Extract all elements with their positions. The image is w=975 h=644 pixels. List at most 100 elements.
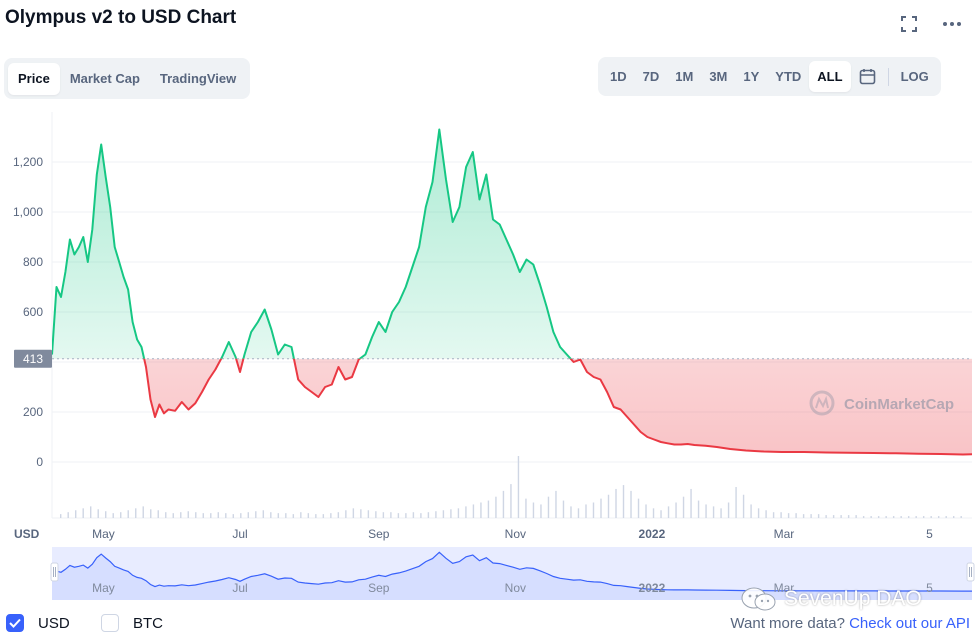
navigator-tick-label: Jul — [232, 581, 247, 595]
volume-bar — [390, 512, 392, 518]
volume-bar — [735, 487, 737, 518]
volume-bar — [225, 513, 227, 518]
volume-bar — [585, 504, 587, 518]
navigator-right-handle[interactable] — [966, 562, 975, 582]
volume-bar — [202, 513, 204, 518]
volume-bar — [817, 514, 820, 518]
volume-bar — [90, 506, 92, 518]
volume-bar — [337, 512, 340, 518]
volume-bar — [907, 516, 910, 518]
volume-bar — [345, 510, 347, 518]
more-horizontal-icon[interactable] — [940, 12, 964, 36]
range-ytd[interactable]: YTD — [775, 69, 802, 84]
range-3m[interactable]: 3M — [709, 69, 728, 84]
range-7d[interactable]: 7D — [642, 69, 660, 84]
volume-bar — [742, 494, 745, 518]
volume-bar — [877, 516, 880, 518]
volume-bar — [375, 511, 377, 518]
volume-bar — [157, 510, 159, 518]
volume-bar — [315, 514, 317, 518]
volume-bar — [577, 508, 580, 518]
volume-bar — [750, 504, 752, 518]
tab-price[interactable]: Price — [8, 62, 60, 95]
checkbox-empty-icon[interactable] — [101, 614, 119, 632]
price-line-down — [143, 358, 972, 456]
tab-tradingview[interactable]: TradingView — [159, 71, 237, 86]
navigator-tick-label: Nov — [505, 581, 526, 595]
range-all[interactable]: ALL — [809, 61, 851, 92]
area-above-baseline — [52, 129, 972, 359]
volume-bar — [667, 506, 670, 518]
volume-bar — [495, 496, 497, 518]
volume-bar — [322, 514, 325, 518]
volume-bar — [900, 516, 902, 518]
volume-bar — [862, 516, 865, 518]
y-tick-label: 600 — [23, 305, 43, 319]
volume-bar — [232, 514, 234, 518]
checkbox-checked-icon[interactable] — [6, 614, 24, 632]
range-1m[interactable]: 1M — [675, 69, 694, 84]
tab-market-cap[interactable]: Market Cap — [69, 71, 140, 86]
navigator-left-handle[interactable] — [50, 562, 59, 582]
volume-bar — [112, 513, 114, 518]
navigator-area — [52, 552, 972, 600]
volume-bar — [142, 506, 144, 518]
volume-bar — [480, 502, 482, 518]
navigator-tick-label: 2022 — [639, 581, 666, 595]
volume-bar — [165, 512, 167, 518]
calendar-icon[interactable] — [851, 61, 884, 92]
volume-bar — [630, 490, 632, 518]
volume-bar — [840, 515, 842, 518]
log-toggle[interactable]: LOG — [900, 69, 929, 84]
volume-bar — [600, 498, 602, 518]
navigator-line — [51, 551, 972, 592]
volume-bar — [922, 516, 925, 518]
btc-toggle[interactable]: BTC — [101, 614, 163, 632]
volume-bar — [247, 512, 250, 518]
y-tick-label: 200 — [23, 405, 43, 419]
volume-bar — [517, 456, 520, 518]
usd-toggle[interactable]: USD — [6, 614, 70, 632]
volume-bar — [75, 510, 77, 518]
volume-bar — [592, 502, 595, 518]
volume-bar — [885, 516, 887, 518]
x-tick-label: Jul — [232, 527, 247, 541]
range-1d[interactable]: 1D — [610, 69, 627, 84]
volume-bar — [150, 509, 152, 518]
more-data-text: Want more data? Check out our API — [730, 615, 970, 632]
volume-bar — [825, 515, 827, 518]
volume-bar — [127, 510, 129, 518]
navigator-tick-label: May — [92, 581, 115, 595]
volume-bar — [270, 512, 272, 518]
volume-bar — [397, 513, 400, 518]
volume-bar — [540, 504, 542, 518]
volume-bar — [285, 513, 287, 518]
x-tick-label: Nov — [505, 527, 526, 541]
volume-bar — [382, 512, 385, 518]
volume-bar — [180, 512, 182, 518]
api-link[interactable]: Check out our API — [849, 615, 970, 632]
price-line-up — [52, 128, 581, 359]
volume-bar — [412, 512, 415, 518]
volume-bar — [525, 498, 527, 518]
volume-bar — [960, 516, 962, 518]
range-1y[interactable]: 1Y — [743, 69, 760, 84]
fullscreen-icon[interactable] — [897, 12, 921, 36]
volume-bar — [135, 508, 137, 518]
volume-bar — [682, 496, 685, 518]
area-below-baseline — [52, 358, 972, 455]
volume-bar — [97, 509, 99, 518]
chat-bubble-icon — [740, 586, 778, 612]
volume-bar — [810, 514, 812, 518]
price-chart[interactable]: 0 200 600 800 1,000 1,200 413 CoinMarketCap May J… — [0, 0, 975, 610]
volume-bar — [892, 516, 895, 518]
volume-bar — [802, 514, 805, 518]
volume-bar — [352, 508, 355, 518]
volume-bar — [367, 510, 370, 518]
volume-bar — [292, 514, 295, 518]
volume-bar — [615, 488, 617, 518]
btc-label: BTC — [133, 614, 163, 632]
volume-bar — [195, 512, 197, 518]
volume-bar — [772, 512, 775, 518]
volume-bar — [720, 508, 722, 518]
